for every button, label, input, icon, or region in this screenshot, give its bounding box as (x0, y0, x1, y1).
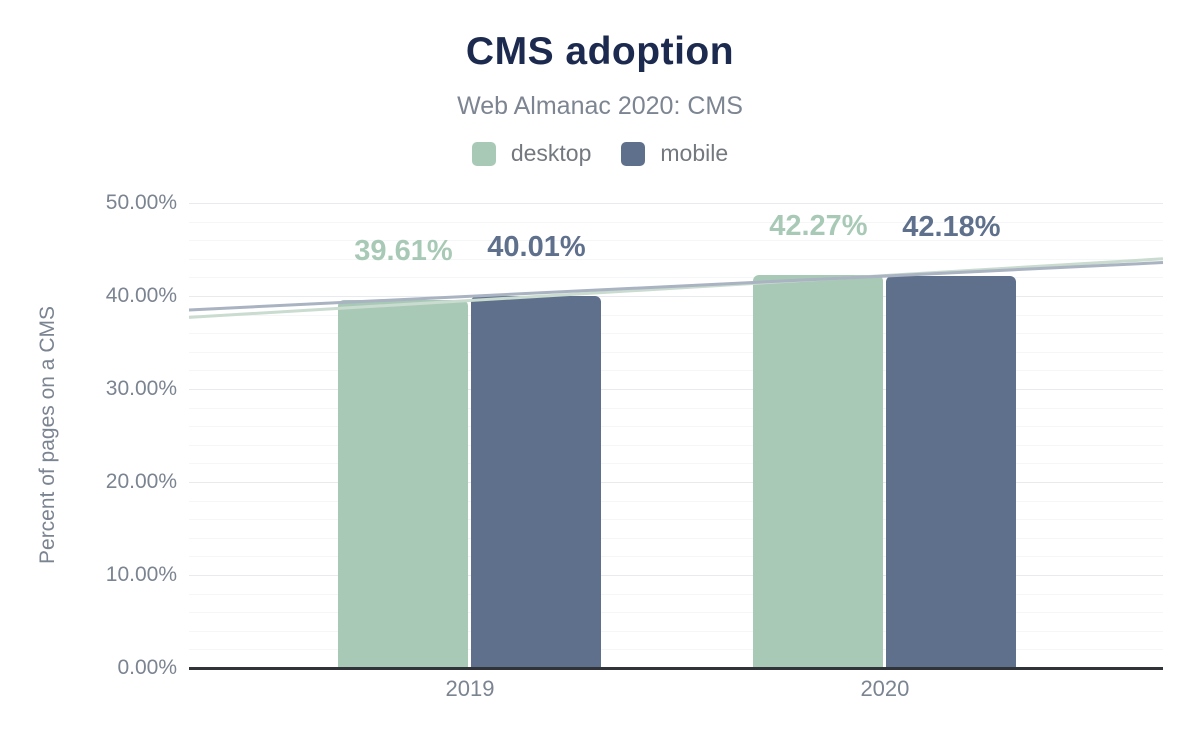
legend-label-mobile: mobile (660, 140, 729, 166)
minor-gridline-16 (189, 519, 1163, 521)
bar-mobile-2019 (471, 295, 602, 668)
legend-swatch-desktop (471, 141, 496, 166)
y-tick-label-50.00%: 50.00% (105, 191, 177, 214)
minor-gridline-44 (189, 258, 1163, 260)
minor-gridline-34 (189, 351, 1163, 353)
minor-gridline-6 (189, 612, 1163, 614)
x-axis-line (189, 667, 1163, 670)
minor-gridline-14 (189, 537, 1163, 539)
minor-gridline-18 (189, 500, 1163, 502)
x-tick-label-2020: 2020 (860, 676, 910, 701)
y-tick-label-10.00%: 10.00% (105, 563, 177, 586)
trendlines-layer (188, 257, 1164, 319)
minor-gridline-36 (189, 333, 1163, 335)
major-gridline-30 (189, 389, 1163, 390)
bar-value-label-desktop-2020: 42.27% (769, 209, 868, 242)
bar-desktop-2020 (753, 274, 884, 668)
bar-mobile-2020 (886, 275, 1017, 668)
legend: desktop mobile (0, 140, 1200, 167)
minor-gridline-42 (189, 277, 1163, 279)
major-gridline-10 (189, 575, 1163, 576)
trendline-desktop (188, 257, 1164, 319)
plot-area: 39.61% 40.01% 2019 42.27% 42.18% 2020 (188, 203, 1164, 701)
minor-gridline-4 (189, 630, 1163, 632)
major-gridline-40 (189, 296, 1163, 297)
minor-gridline-22 (189, 463, 1163, 465)
minor-gridline-8 (189, 593, 1163, 595)
minor-gridline-24 (189, 444, 1163, 446)
major-gridline-50 (189, 203, 1163, 204)
legend-item-desktop: desktop (471, 140, 592, 167)
minor-gridline-48 (189, 221, 1163, 223)
bar-value-label-mobile-2019: 40.01% (487, 230, 586, 263)
bar-value-label-mobile-2020: 42.18% (902, 210, 1001, 243)
minor-gridline-26 (189, 426, 1163, 428)
y-tick-label-40.00%: 40.00% (105, 284, 177, 307)
chart-subtitle: Web Almanac 2020: CMS (457, 92, 743, 120)
y-tick-label-30.00%: 30.00% (105, 377, 177, 400)
bar-desktop-2019 (338, 299, 469, 668)
minor-gridline-46 (189, 240, 1163, 242)
minor-gridline-28 (189, 407, 1163, 409)
x-tick-label-2019: 2019 (445, 676, 495, 701)
y-tick-label-0.00%: 0.00% (117, 656, 177, 679)
minor-gridline-32 (189, 370, 1163, 372)
y-tick-label-20.00%: 20.00% (105, 470, 177, 493)
bar-value-label-desktop-2019: 39.61% (354, 234, 453, 267)
y-axis-tick-labels: 0.00% 10.00% 20.00% 30.00% 40.00% 50.00% (0, 191, 177, 679)
chart-title: CMS adoption (465, 30, 735, 73)
minor-gridline-2 (189, 649, 1163, 651)
minor-gridline-38 (189, 314, 1163, 316)
minor-gridline-12 (189, 556, 1163, 558)
legend-item-mobile: mobile (621, 140, 728, 167)
trendline-mobile (188, 261, 1164, 312)
legend-label-desktop: desktop (510, 140, 592, 166)
legend-swatch-mobile (621, 141, 646, 166)
major-gridline-20 (189, 482, 1163, 483)
